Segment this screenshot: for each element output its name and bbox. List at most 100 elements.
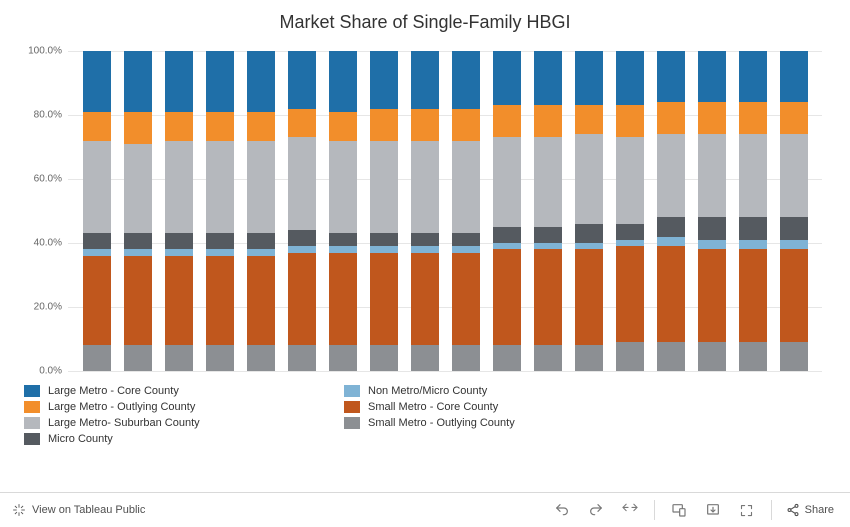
bar-segment-small_metro_core[interactable] — [739, 249, 767, 342]
bar[interactable] — [534, 51, 562, 371]
bar-segment-small_metro_core[interactable] — [411, 253, 439, 346]
bar-segment-micro[interactable] — [329, 233, 357, 246]
bar-segment-small_metro_core[interactable] — [698, 249, 726, 342]
bar-segment-micro[interactable] — [780, 217, 808, 239]
bar-segment-large_metro_core[interactable] — [411, 51, 439, 109]
bar[interactable] — [206, 51, 234, 371]
bar-segment-large_metro_core[interactable] — [534, 51, 562, 105]
bar-segment-large_metro_outlying[interactable] — [575, 105, 603, 134]
bar-segment-large_metro_core[interactable] — [165, 51, 193, 112]
undo-button[interactable] — [548, 496, 576, 524]
bar-segment-micro[interactable] — [452, 233, 480, 246]
bar-segment-small_metro_outlying[interactable] — [165, 345, 193, 371]
bar-segment-small_metro_core[interactable] — [452, 253, 480, 346]
bar-segment-large_metro_core[interactable] — [575, 51, 603, 105]
bar-segment-large_metro_outlying[interactable] — [657, 102, 685, 134]
bar-segment-small_metro_outlying[interactable] — [247, 345, 275, 371]
bar-segment-large_metro_outlying[interactable] — [288, 109, 316, 138]
bar-segment-large_metro_core[interactable] — [370, 51, 398, 109]
bar-segment-large_metro_outlying[interactable] — [616, 105, 644, 137]
bar-segment-small_metro_outlying[interactable] — [288, 345, 316, 371]
bar[interactable] — [739, 51, 767, 371]
bar-segment-small_metro_core[interactable] — [370, 253, 398, 346]
revert-button[interactable] — [616, 496, 644, 524]
bar-segment-small_metro_outlying[interactable] — [329, 345, 357, 371]
bar-segment-micro[interactable] — [247, 233, 275, 249]
bar-segment-large_metro_core[interactable] — [124, 51, 152, 112]
bar-segment-non_metro_micro[interactable] — [739, 240, 767, 250]
legend-item-micro[interactable]: Micro County — [24, 433, 344, 445]
bar[interactable] — [452, 51, 480, 371]
bar-segment-large_metro_outlying[interactable] — [780, 102, 808, 134]
bar-segment-large_metro_core[interactable] — [329, 51, 357, 112]
bar[interactable] — [165, 51, 193, 371]
bar-segment-large_metro_core[interactable] — [698, 51, 726, 102]
bar-segment-large_metro_core[interactable] — [247, 51, 275, 112]
redo-button[interactable] — [582, 496, 610, 524]
bar-segment-large_metro_outlying[interactable] — [411, 109, 439, 141]
bar-segment-small_metro_core[interactable] — [616, 246, 644, 342]
bar-segment-large_metro_suburban[interactable] — [83, 141, 111, 234]
bar-segment-small_metro_outlying[interactable] — [206, 345, 234, 371]
bar-segment-micro[interactable] — [288, 230, 316, 246]
bar-segment-small_metro_outlying[interactable] — [739, 342, 767, 371]
bar[interactable] — [575, 51, 603, 371]
bar-segment-micro[interactable] — [411, 233, 439, 246]
bar-segment-large_metro_outlying[interactable] — [83, 112, 111, 141]
bar-segment-small_metro_core[interactable] — [329, 253, 357, 346]
bar-segment-large_metro_suburban[interactable] — [575, 134, 603, 224]
bar-segment-large_metro_core[interactable] — [780, 51, 808, 102]
bar-segment-non_metro_micro[interactable] — [780, 240, 808, 250]
bar-segment-non_metro_micro[interactable] — [657, 237, 685, 247]
bar-segment-large_metro_suburban[interactable] — [370, 141, 398, 234]
bar-segment-micro[interactable] — [206, 233, 234, 249]
bar-segment-large_metro_suburban[interactable] — [165, 141, 193, 234]
bar-segment-large_metro_core[interactable] — [616, 51, 644, 105]
bar-segment-small_metro_core[interactable] — [575, 249, 603, 345]
bar-segment-small_metro_core[interactable] — [124, 256, 152, 346]
legend-item-large_metro_suburban[interactable]: Large Metro- Suburban County — [24, 417, 344, 429]
bar-segment-small_metro_core[interactable] — [83, 256, 111, 346]
bar-segment-large_metro_suburban[interactable] — [739, 134, 767, 217]
bar-segment-large_metro_suburban[interactable] — [206, 141, 234, 234]
bar-segment-large_metro_outlying[interactable] — [206, 112, 234, 141]
bar[interactable] — [657, 51, 685, 371]
bar[interactable] — [288, 51, 316, 371]
bar-segment-small_metro_outlying[interactable] — [698, 342, 726, 371]
bar-segment-small_metro_outlying[interactable] — [452, 345, 480, 371]
bar-segment-micro[interactable] — [370, 233, 398, 246]
bar[interactable] — [616, 51, 644, 371]
bar-segment-large_metro_suburban[interactable] — [616, 137, 644, 223]
bar-segment-small_metro_core[interactable] — [165, 256, 193, 346]
bar-segment-large_metro_suburban[interactable] — [657, 134, 685, 217]
bar[interactable] — [83, 51, 111, 371]
bar[interactable] — [780, 51, 808, 371]
bar-segment-large_metro_core[interactable] — [206, 51, 234, 112]
bar[interactable] — [698, 51, 726, 371]
bar-segment-small_metro_core[interactable] — [780, 249, 808, 342]
bar[interactable] — [329, 51, 357, 371]
bar[interactable] — [411, 51, 439, 371]
bar-segment-micro[interactable] — [83, 233, 111, 249]
bar-segment-micro[interactable] — [534, 227, 562, 243]
bar-segment-small_metro_outlying[interactable] — [83, 345, 111, 371]
bar-segment-large_metro_outlying[interactable] — [739, 102, 767, 134]
legend-item-small_metro_outlying[interactable]: Small Metro - Outlying County — [344, 417, 664, 429]
bar-segment-large_metro_suburban[interactable] — [698, 134, 726, 217]
device-preview-button[interactable] — [665, 496, 693, 524]
bar-segment-large_metro_outlying[interactable] — [165, 112, 193, 141]
bar-segment-micro[interactable] — [616, 224, 644, 240]
bar-segment-micro[interactable] — [575, 224, 603, 243]
bar-segment-large_metro_core[interactable] — [452, 51, 480, 109]
bar-segment-large_metro_outlying[interactable] — [370, 109, 398, 141]
bar-segment-small_metro_outlying[interactable] — [534, 345, 562, 371]
view-on-tableau-button[interactable]: View on Tableau Public — [12, 503, 145, 517]
bar-segment-large_metro_outlying[interactable] — [493, 105, 521, 137]
legend-item-large_metro_core[interactable]: Large Metro - Core County — [24, 385, 344, 397]
bar-segment-micro[interactable] — [493, 227, 521, 243]
bar-segment-micro[interactable] — [657, 217, 685, 236]
bar-segment-small_metro_outlying[interactable] — [124, 345, 152, 371]
bar-segment-large_metro_core[interactable] — [83, 51, 111, 112]
bar-segment-micro[interactable] — [698, 217, 726, 239]
bar-segment-small_metro_core[interactable] — [493, 249, 521, 345]
